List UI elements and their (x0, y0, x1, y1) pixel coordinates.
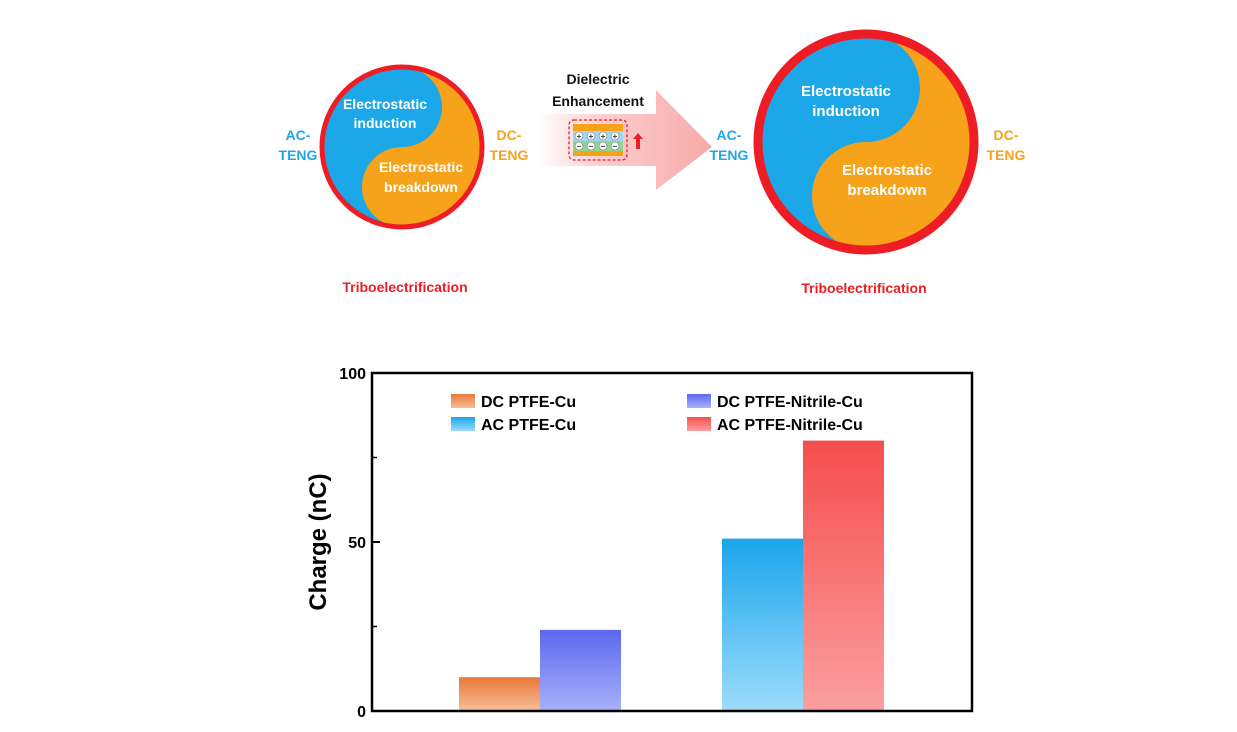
legend-swatch (451, 394, 475, 408)
up-arrow-icon (633, 133, 643, 149)
svg-text:−: − (577, 142, 582, 151)
left-breakdown-region (362, 67, 482, 227)
left-dc-label-2: TENG (490, 147, 529, 163)
dielectric-enhancement-arrow: Dielectric Enhancement + + + + − − − − (538, 71, 712, 190)
right-ac-label-1: AC- (717, 127, 742, 143)
legend-label: DC PTFE-Cu (481, 394, 576, 411)
negative-charge-icon: − (586, 141, 596, 151)
legend-swatch (451, 417, 475, 431)
left-caption: Triboelectrification (342, 279, 467, 295)
legend-label: AC PTFE-Cu (481, 417, 576, 434)
right-induction-label-2: induction (812, 103, 880, 120)
y-axis-label: Charge (nC) (305, 473, 332, 610)
svg-text:−: − (589, 142, 594, 151)
bar-chart: 0 50 100 Charge (nC) DC PTFE-Cu DC PTFE-Nit… (305, 366, 974, 721)
left-breakdown-label-2: breakdown (384, 179, 458, 195)
svg-text:+: + (589, 132, 594, 141)
y-tick-label: 100 (339, 366, 366, 383)
right-caption: Triboelectrification (801, 280, 926, 296)
left-ac-label-2: TENG (279, 147, 318, 163)
svg-text:−: − (613, 142, 618, 151)
legend-entry: DC PTFE-Cu (451, 394, 576, 411)
right-dc-label-2: TENG (987, 147, 1026, 163)
left-induction-label-2: induction (354, 115, 417, 131)
svg-text:+: + (577, 132, 582, 141)
left-ac-label-1: AC- (286, 127, 311, 143)
bar-ac-ptfe-cu (722, 538, 803, 711)
positive-charge-icon: + (574, 131, 584, 141)
legend-label: AC PTFE-Nitrile-Cu (717, 417, 863, 434)
y-tick-label: 50 (348, 535, 366, 552)
bar-ac-ptfe-nitrile-cu (803, 440, 884, 711)
arrow-label-2: Enhancement (552, 93, 644, 109)
arrow-shape (538, 90, 712, 190)
legend-swatch (687, 417, 711, 431)
left-breakdown-label-1: Electrostatic (379, 159, 463, 175)
svg-text:+: + (613, 132, 618, 141)
left-ring (319, 64, 485, 230)
y-tick-label: 0 (357, 704, 366, 721)
positive-charge-icon: + (610, 131, 620, 141)
left-yinyang: Electrostatic induction Electrostatic br… (279, 64, 529, 295)
negative-charge-icon: − (598, 141, 608, 151)
svg-text:+: + (601, 132, 606, 141)
dielectric-layer-icon: + + + + − − − − (568, 119, 628, 161)
left-dc-label-1: DC- (497, 127, 522, 143)
right-breakdown-label-1: Electrostatic (842, 162, 932, 179)
legend-swatch (687, 394, 711, 408)
legend-entry: AC PTFE-Cu (451, 417, 576, 434)
arrow-label-1: Dielectric (566, 71, 629, 87)
positive-charge-icon: + (586, 131, 596, 141)
legend-entry: AC PTFE-Nitrile-Cu (687, 417, 863, 434)
right-induction-label-1: Electrostatic (801, 83, 891, 100)
right-breakdown-label-2: breakdown (847, 182, 926, 199)
bar-dc-ptfe-nitrile-cu (540, 629, 621, 711)
right-ring (753, 29, 979, 255)
negative-charge-icon: − (610, 141, 620, 151)
left-induction-label-1: Electrostatic (343, 96, 427, 112)
svg-text:−: − (601, 142, 606, 151)
right-dc-label-1: DC- (994, 127, 1019, 143)
right-yinyang: Electrostatic induction Electrostatic br… (710, 29, 1026, 296)
positive-charge-icon: + (598, 131, 608, 141)
legend-label: DC PTFE-Nitrile-Cu (717, 394, 863, 411)
right-breakdown-region (812, 34, 974, 250)
legend-entry: DC PTFE-Nitrile-Cu (687, 394, 863, 411)
bar-dc-ptfe-cu (459, 677, 540, 711)
negative-charge-icon: − (574, 141, 584, 151)
right-ac-label-2: TENG (710, 147, 749, 163)
